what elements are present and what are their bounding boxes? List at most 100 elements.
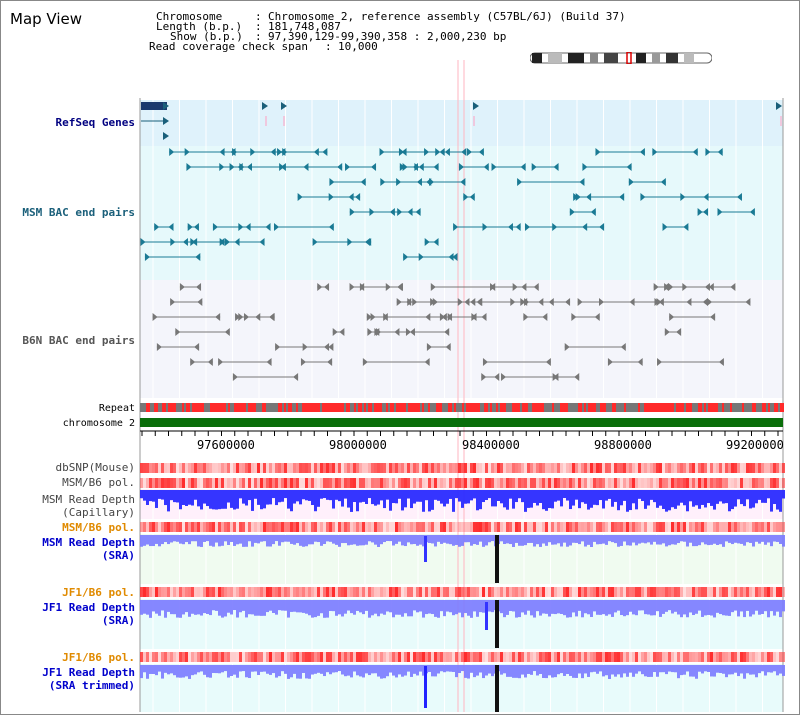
pol-cell bbox=[764, 587, 767, 597]
track-label-jf1-depth-trimmed[interactable]: JF1 Read Depth bbox=[42, 666, 135, 679]
depth-bar bbox=[194, 600, 197, 615]
depth-bar bbox=[782, 665, 785, 676]
pol-cell bbox=[749, 463, 752, 473]
pol-cell bbox=[626, 587, 629, 597]
track-label-jf1-b6-pol-1[interactable]: JF1/B6 pol. bbox=[62, 586, 135, 599]
track-label-chromosome[interactable]: chromosome 2 bbox=[62, 418, 135, 429]
repeat-bar bbox=[624, 403, 626, 412]
depth-bar bbox=[320, 490, 323, 499]
repeat-bar bbox=[170, 403, 172, 412]
depth-bar bbox=[464, 600, 467, 614]
pol-cell bbox=[500, 463, 503, 473]
gene-arrow bbox=[776, 102, 782, 110]
depth-bar bbox=[488, 490, 491, 499]
depth-bar bbox=[251, 665, 254, 672]
repeat-bar bbox=[234, 403, 236, 412]
repeat-bar bbox=[782, 403, 784, 412]
depth-bar bbox=[575, 490, 578, 500]
track-label-msm-b6-pol-2[interactable]: MSM/B6 pol. bbox=[62, 521, 135, 534]
pol-cell bbox=[287, 478, 290, 488]
pol-cell bbox=[407, 587, 410, 597]
track-label-dbsnp[interactable]: dbSNP(Mouse) bbox=[55, 461, 135, 474]
pol-cell bbox=[761, 652, 764, 662]
depth-bar bbox=[548, 600, 551, 617]
depth-bar bbox=[602, 535, 605, 544]
track-label-jf1-b6-pol-2[interactable]: JF1/B6 pol. bbox=[62, 651, 135, 664]
pol-cell bbox=[524, 463, 527, 473]
pol-cell bbox=[479, 478, 482, 488]
pol-cell bbox=[734, 522, 737, 532]
pol-cell bbox=[611, 587, 614, 597]
depth-bar bbox=[143, 665, 146, 673]
depth-bar bbox=[557, 535, 560, 544]
pol-cell bbox=[761, 522, 764, 532]
depth-bar bbox=[569, 490, 572, 510]
pol-cell bbox=[254, 522, 257, 532]
pol-cell bbox=[548, 522, 551, 532]
pol-cell bbox=[752, 522, 755, 532]
depth-bar bbox=[404, 600, 407, 614]
pol-cell bbox=[218, 463, 221, 473]
pol-cell bbox=[686, 587, 689, 597]
depth-bar bbox=[707, 535, 710, 546]
pol-cell bbox=[602, 587, 605, 597]
axis-tick-label: 97600000 bbox=[197, 438, 255, 452]
repeat-bar bbox=[332, 403, 334, 412]
pol-cell bbox=[701, 478, 704, 488]
track-label-repeat[interactable]: Repeat bbox=[98, 403, 135, 414]
repeat-bar bbox=[628, 403, 630, 412]
bac-end bbox=[652, 148, 658, 156]
depth-bar bbox=[719, 665, 722, 674]
pol-cell bbox=[704, 587, 707, 597]
track-label-msm-depth-sra[interactable]: MSM Read Depth bbox=[42, 536, 135, 549]
depth-bar bbox=[593, 535, 596, 542]
pol-cell bbox=[422, 522, 425, 532]
bac-end bbox=[538, 298, 544, 306]
pol-cell bbox=[245, 587, 248, 597]
track-label-jf1-depth-sra[interactable]: JF1 Read Depth bbox=[42, 601, 135, 614]
track-label-msm-depth-capillary[interactable]: MSM Read Depth bbox=[42, 493, 135, 506]
depth-bar bbox=[473, 665, 476, 678]
bac-end bbox=[424, 358, 430, 366]
pol-cell bbox=[665, 478, 668, 488]
pol-cell bbox=[752, 478, 755, 488]
bac-end bbox=[599, 223, 605, 231]
track-label-b6n-bac[interactable]: B6N BAC end pairs bbox=[22, 334, 135, 347]
depth-bar bbox=[428, 600, 431, 614]
pol-cell bbox=[740, 463, 743, 473]
repeat-bar bbox=[656, 403, 658, 412]
depth-bar bbox=[239, 535, 242, 544]
pol-cell bbox=[659, 522, 662, 532]
depth-bar bbox=[605, 490, 608, 501]
pol-cell bbox=[482, 587, 485, 597]
chromosome-ideogram[interactable] bbox=[530, 52, 712, 64]
pol-cell bbox=[170, 522, 173, 532]
bac-end bbox=[510, 298, 516, 306]
pol-cell bbox=[215, 463, 218, 473]
bac-end bbox=[389, 208, 395, 216]
depth-bar bbox=[551, 490, 554, 509]
pol-cell bbox=[317, 522, 320, 532]
depth-bar bbox=[581, 490, 584, 503]
pol-cell bbox=[212, 478, 215, 488]
pol-cell bbox=[770, 587, 773, 597]
track-label-refseq[interactable]: RefSeq Genes bbox=[55, 116, 135, 129]
depth-bar bbox=[776, 600, 779, 612]
pol-cell bbox=[614, 652, 617, 662]
repeat-bar bbox=[640, 403, 642, 412]
depth-bar bbox=[479, 490, 482, 510]
depth-bar bbox=[584, 535, 587, 547]
repeat-bar bbox=[712, 403, 714, 412]
depth-bar bbox=[272, 535, 275, 545]
depth-bar bbox=[188, 490, 191, 505]
track-label-msm-b6-pol-1[interactable]: MSM/B6 pol. bbox=[62, 476, 135, 489]
pol-cell bbox=[314, 587, 317, 597]
depth-bar bbox=[383, 665, 386, 679]
pol-cell bbox=[716, 587, 719, 597]
track-label-msm-bac[interactable]: MSM BAC end pairs bbox=[22, 206, 135, 219]
pol-cell bbox=[767, 587, 770, 597]
repeat-bar bbox=[224, 403, 226, 412]
pol-cell bbox=[167, 652, 170, 662]
depth-bar bbox=[143, 600, 146, 614]
